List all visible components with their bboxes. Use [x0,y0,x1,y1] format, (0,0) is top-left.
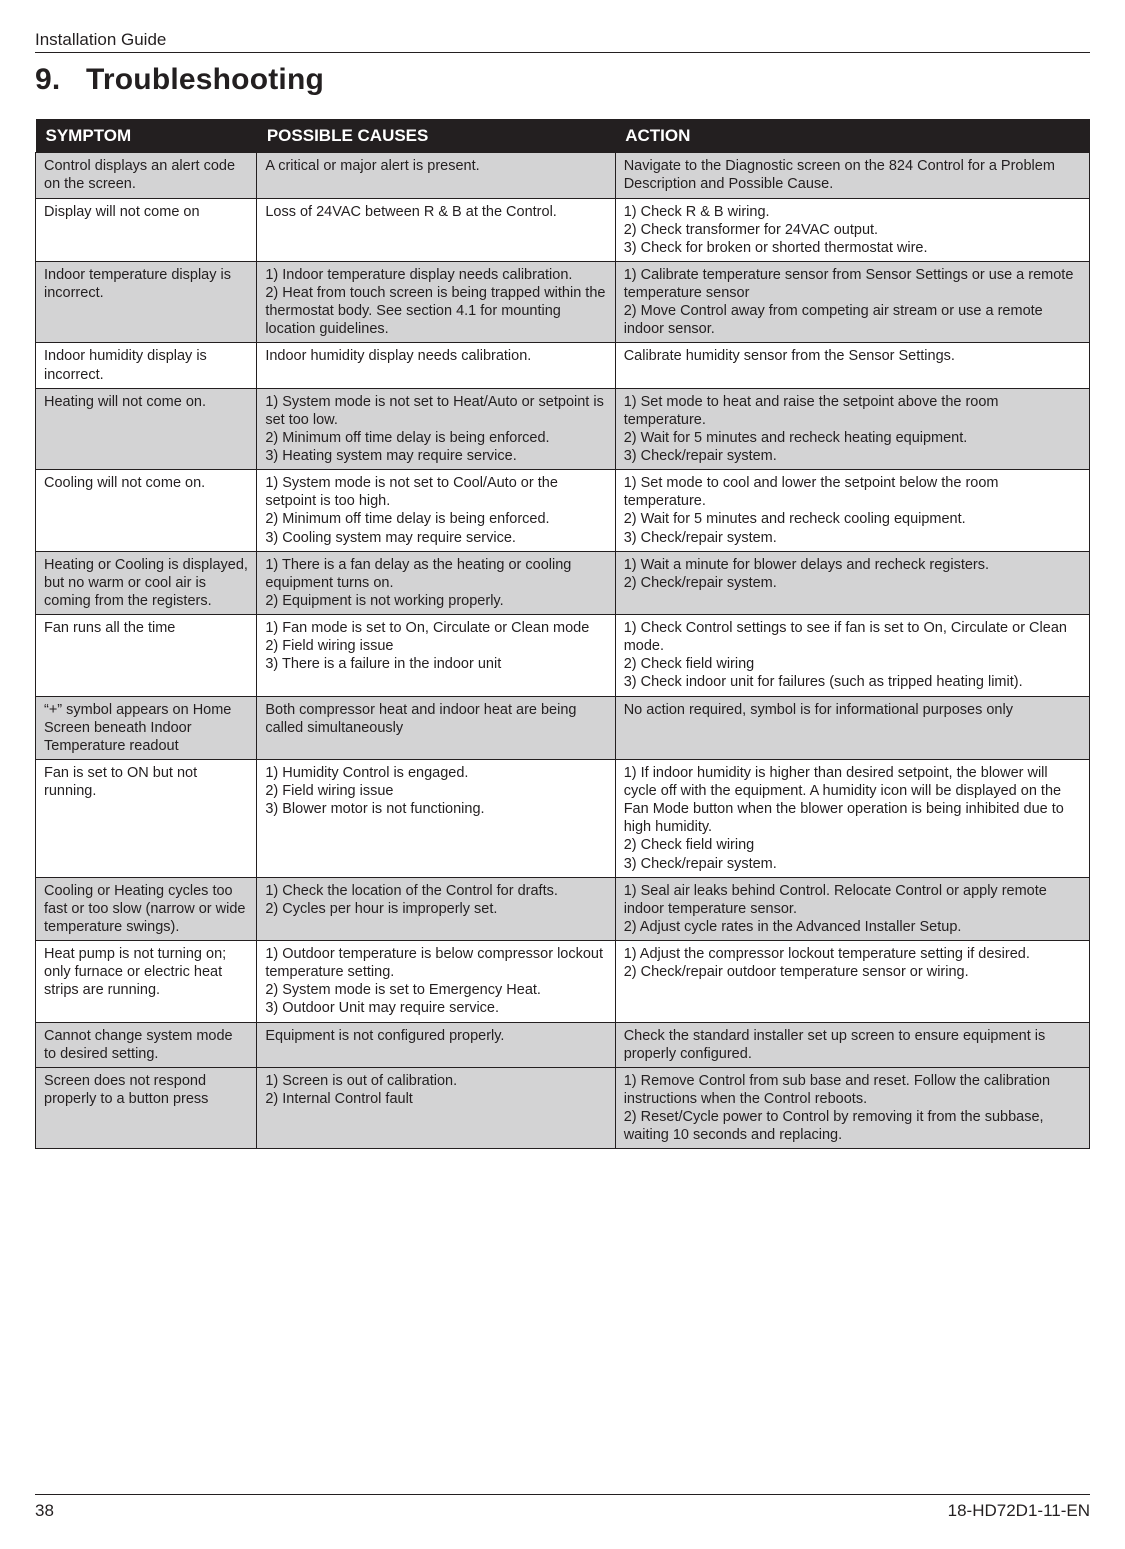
table-row: Heating will not come on.1) System mode … [36,388,1090,470]
table-row: Fan is set to ON but not running.1) Humi… [36,759,1090,877]
cell-cause: Equipment is not configured properly. [257,1022,615,1067]
table-row: Fan runs all the time1) Fan mode is set … [36,615,1090,697]
cell-symptom: “+” symbol appears on Home Screen beneat… [36,696,257,759]
cell-symptom: Cannot change system mode to desired set… [36,1022,257,1067]
cell-cause: 1) There is a fan delay as the heating o… [257,551,615,614]
table-row: Cannot change system mode to desired set… [36,1022,1090,1067]
table-row: Heat pump is not turning on; only furnac… [36,941,1090,1023]
cell-symptom: Cooling or Heating cycles too fast or to… [36,877,257,940]
cell-symptom: Fan runs all the time [36,615,257,697]
cell-symptom: Screen does not respond properly to a bu… [36,1067,257,1149]
cell-action: 1) Seal air leaks behind Control. Reloca… [615,877,1089,940]
cell-cause: 1) Check the location of the Control for… [257,877,615,940]
cell-action: 1) Set mode to cool and lower the setpoi… [615,470,1089,552]
cell-action: Calibrate humidity sensor from the Senso… [615,343,1089,388]
cell-symptom: Control displays an alert code on the sc… [36,153,257,198]
cell-action: 1) Remove Control from sub base and rese… [615,1067,1089,1149]
cell-cause: 1) Fan mode is set to On, Circulate or C… [257,615,615,697]
cell-cause: 1) Screen is out of calibration.2) Inter… [257,1067,615,1149]
section-name: Troubleshooting [86,63,324,96]
doc-label: Installation Guide [35,30,1090,52]
cell-action: Check the standard installer set up scre… [615,1022,1089,1067]
table-row: Indoor temperature display is incorrect.… [36,261,1090,343]
col-header-action: ACTION [615,119,1089,153]
section-number: 9. [35,63,60,96]
table-row: Cooling or Heating cycles too fast or to… [36,877,1090,940]
cell-action: 1) If indoor humidity is higher than des… [615,759,1089,877]
col-header-causes: POSSIBLE CAUSES [257,119,615,153]
cell-cause: Both compressor heat and indoor heat are… [257,696,615,759]
table-row: Heating or Cooling is displayed, but no … [36,551,1090,614]
table-row: Screen does not respond properly to a bu… [36,1067,1090,1149]
cell-symptom: Indoor humidity display is incorrect. [36,343,257,388]
cell-action: 1) Set mode to heat and raise the setpoi… [615,388,1089,470]
cell-symptom: Fan is set to ON but not running. [36,759,257,877]
cell-symptom: Heat pump is not turning on; only furnac… [36,941,257,1023]
cell-action: 1) Check R & B wiring.2) Check transform… [615,198,1089,261]
cell-symptom: Heating or Cooling is displayed, but no … [36,551,257,614]
cell-action: No action required, symbol is for inform… [615,696,1089,759]
cell-action: 1) Calibrate temperature sensor from Sen… [615,261,1089,343]
table-row: Control displays an alert code on the sc… [36,153,1090,198]
cell-action: 1) Check Control settings to see if fan … [615,615,1089,697]
page-number: 38 [35,1501,54,1521]
page-footer: 38 18-HD72D1-11-EN [35,1494,1090,1521]
top-rule [35,52,1090,53]
table-row: Display will not come onLoss of 24VAC be… [36,198,1090,261]
table-row: “+” symbol appears on Home Screen beneat… [36,696,1090,759]
cell-symptom: Indoor temperature display is incorrect. [36,261,257,343]
cell-cause: 1) System mode is not set to Heat/Auto o… [257,388,615,470]
cell-symptom: Heating will not come on. [36,388,257,470]
doc-code: 18-HD72D1-11-EN [948,1501,1090,1521]
col-header-symptom: SYMPTOM [36,119,257,153]
cell-cause: A critical or major alert is present. [257,153,615,198]
section-title: 9. Troubleshooting [35,63,1090,97]
cell-symptom: Display will not come on [36,198,257,261]
cell-cause: 1) System mode is not set to Cool/Auto o… [257,470,615,552]
cell-cause: 1) Indoor temperature display needs cali… [257,261,615,343]
cell-cause: Indoor humidity display needs calibratio… [257,343,615,388]
cell-action: 1) Adjust the compressor lockout tempera… [615,941,1089,1023]
cell-cause: 1) Outdoor temperature is below compress… [257,941,615,1023]
cell-action: 1) Wait a minute for blower delays and r… [615,551,1089,614]
table-header-row: SYMPTOM POSSIBLE CAUSES ACTION [36,119,1090,153]
cell-cause: 1) Humidity Control is engaged.2) Field … [257,759,615,877]
cell-action: Navigate to the Diagnostic screen on the… [615,153,1089,198]
cell-cause: Loss of 24VAC between R & B at the Contr… [257,198,615,261]
troubleshooting-table: SYMPTOM POSSIBLE CAUSES ACTION Control d… [35,119,1090,1149]
table-row: Indoor humidity display is incorrect.Ind… [36,343,1090,388]
table-row: Cooling will not come on.1) System mode … [36,470,1090,552]
cell-symptom: Cooling will not come on. [36,470,257,552]
